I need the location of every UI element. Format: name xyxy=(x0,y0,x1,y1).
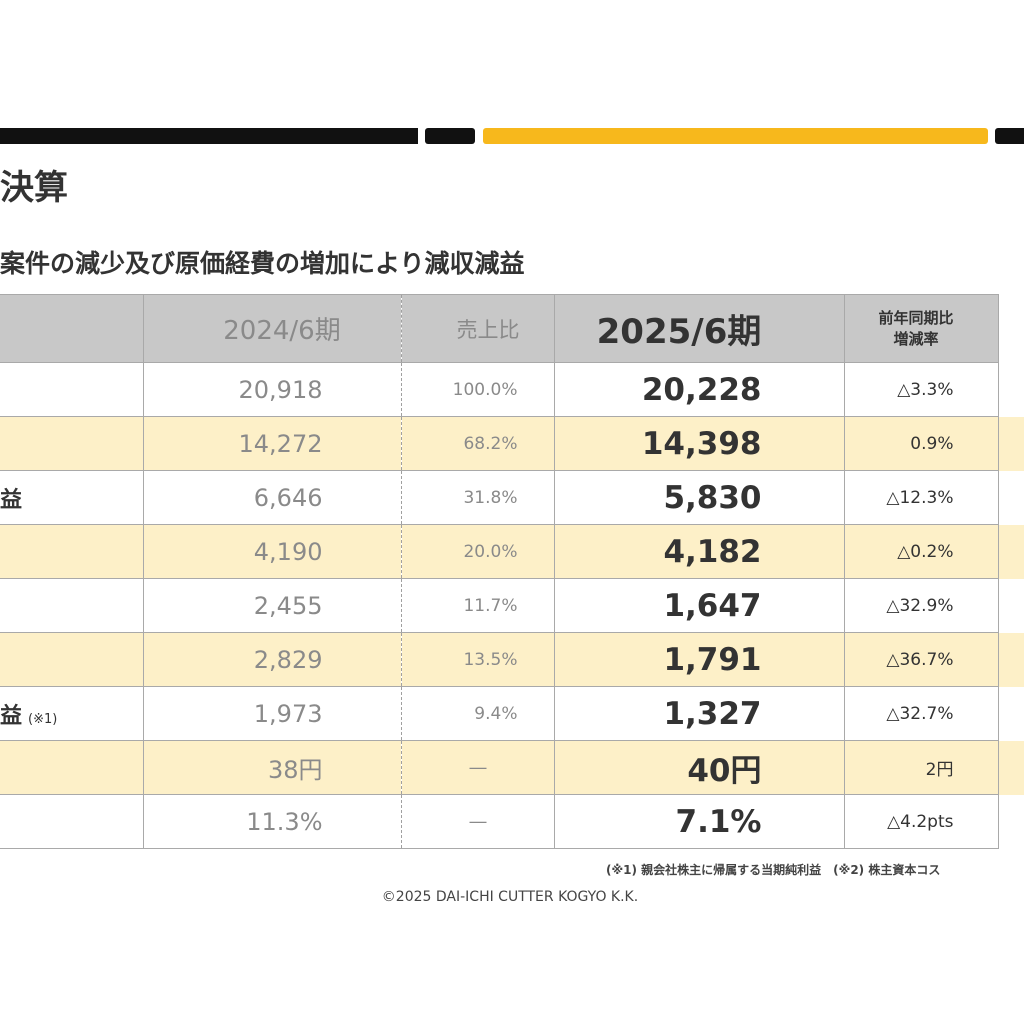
table-row: 14,272 68.2% 14,398 0.9% xyxy=(0,416,1024,471)
prev-value: 14,272 xyxy=(143,416,402,471)
sales-ratio-value: 11.7% xyxy=(401,578,555,633)
sales-ratio-value: 31.8% xyxy=(401,470,555,525)
table-row: 11.3% ― 7.1% △4.2pts xyxy=(0,794,1024,849)
prev-value: 1,973 xyxy=(143,686,402,741)
copyright-text: ©2025 DAI-ICHI CUTTER KOGYO K.K. xyxy=(381,889,639,905)
row-label xyxy=(0,794,144,849)
row-label xyxy=(0,740,144,795)
row-label: 益 xyxy=(0,470,144,525)
table-row: 4,190 20.0% 4,182 △0.2% xyxy=(0,524,1024,579)
yoy-value: △0.2% xyxy=(844,524,999,579)
extra-cell xyxy=(998,794,1024,849)
prev-value: 20,918 xyxy=(143,362,402,417)
yoy-value: △3.3% xyxy=(844,362,999,417)
header-yoy-line1: 前年同期比 xyxy=(878,308,954,327)
header-yoy-change: 前年同期比 増減率 xyxy=(844,294,999,363)
yoy-value: △4.2pts xyxy=(844,794,999,849)
extra-cell xyxy=(998,362,1024,417)
current-value: 7.1% xyxy=(554,794,845,849)
header-current-period: 2025/6期 xyxy=(554,294,845,363)
table-row: 20,918 100.0% 20,228 △3.3% xyxy=(0,362,1024,417)
current-value: 20,228 xyxy=(554,362,845,417)
table-row: 2,829 13.5% 1,791 △36.7% xyxy=(0,632,1024,687)
row-label xyxy=(0,416,144,471)
header-extra-cell xyxy=(998,294,1024,363)
row-label-text: 益 xyxy=(0,487,23,513)
sales-ratio-value: 20.0% xyxy=(401,524,555,579)
current-value: 4,182 xyxy=(554,524,845,579)
financial-results-table: 2024/6期 売上比 2025/6期 前年同期比 増減率 20,918 100… xyxy=(0,294,1024,849)
row-label xyxy=(0,524,144,579)
current-value: 40円 xyxy=(554,740,845,795)
current-value: 1,327 xyxy=(554,686,845,741)
page-subtitle: 案件の減少及び原価経費の増加により減収減益 xyxy=(0,249,525,278)
row-label-text: 益 xyxy=(0,703,23,729)
header-prev-period: 2024/6期 xyxy=(143,294,402,363)
prev-value: 38円 xyxy=(143,740,402,795)
sales-ratio-value: 13.5% xyxy=(401,632,555,687)
page-title: 決算 xyxy=(0,168,68,208)
header-bar-yellow xyxy=(483,128,988,144)
header-bar-black-3 xyxy=(995,128,1024,144)
sales-ratio-value: 9.4% xyxy=(401,686,555,741)
extra-cell xyxy=(998,470,1024,525)
prev-value: 4,190 xyxy=(143,524,402,579)
current-value: 5,830 xyxy=(554,470,845,525)
header-bar-black-2 xyxy=(425,128,475,144)
sales-ratio-value: 100.0% xyxy=(401,362,555,417)
extra-cell xyxy=(998,632,1024,687)
table-row: 益 6,646 31.8% 5,830 △12.3% xyxy=(0,470,1024,525)
current-value: 14,398 xyxy=(554,416,845,471)
yoy-value: △12.3% xyxy=(844,470,999,525)
yoy-value: △32.7% xyxy=(844,686,999,741)
current-value: 1,791 xyxy=(554,632,845,687)
header-label-cell xyxy=(0,294,144,363)
extra-cell xyxy=(998,740,1024,795)
row-label-note: (※1) xyxy=(28,711,58,727)
current-value: 1,647 xyxy=(554,578,845,633)
extra-cell xyxy=(998,416,1024,471)
extra-cell xyxy=(998,686,1024,741)
header-sales-ratio: 売上比 xyxy=(401,294,555,363)
table-row: 38円 ― 40円 2円 xyxy=(0,740,1024,795)
row-label: 益 (※1) xyxy=(0,686,144,741)
yoy-value: 0.9% xyxy=(844,416,999,471)
extra-cell xyxy=(998,524,1024,579)
prev-value: 2,829 xyxy=(143,632,402,687)
yoy-value: △36.7% xyxy=(844,632,999,687)
footnote: (※1) 親会社株主に帰属する当期純利益 (※2) 株主資本コス xyxy=(606,863,941,877)
prev-value: 2,455 xyxy=(143,578,402,633)
header-bar-black-1 xyxy=(0,128,418,144)
copyright: ©2025 DAI-ICHI CUTTER KOGYO K.K. xyxy=(0,889,1024,905)
table-header-row: 2024/6期 売上比 2025/6期 前年同期比 増減率 xyxy=(0,294,1024,363)
yoy-value: △32.9% xyxy=(844,578,999,633)
table-row: 益 (※1) 1,973 9.4% 1,327 △32.7% xyxy=(0,686,1024,741)
header-yoy-line2: 増減率 xyxy=(893,329,939,348)
row-label xyxy=(0,362,144,417)
table-row: 2,455 11.7% 1,647 △32.9% xyxy=(0,578,1024,633)
extra-cell xyxy=(998,578,1024,633)
yoy-value: 2円 xyxy=(844,740,999,795)
row-label xyxy=(0,632,144,687)
sales-ratio-value: ― xyxy=(401,794,555,849)
row-label xyxy=(0,578,144,633)
sales-ratio-value: ― xyxy=(401,740,555,795)
prev-value: 6,646 xyxy=(143,470,402,525)
sales-ratio-value: 68.2% xyxy=(401,416,555,471)
prev-value: 11.3% xyxy=(143,794,402,849)
